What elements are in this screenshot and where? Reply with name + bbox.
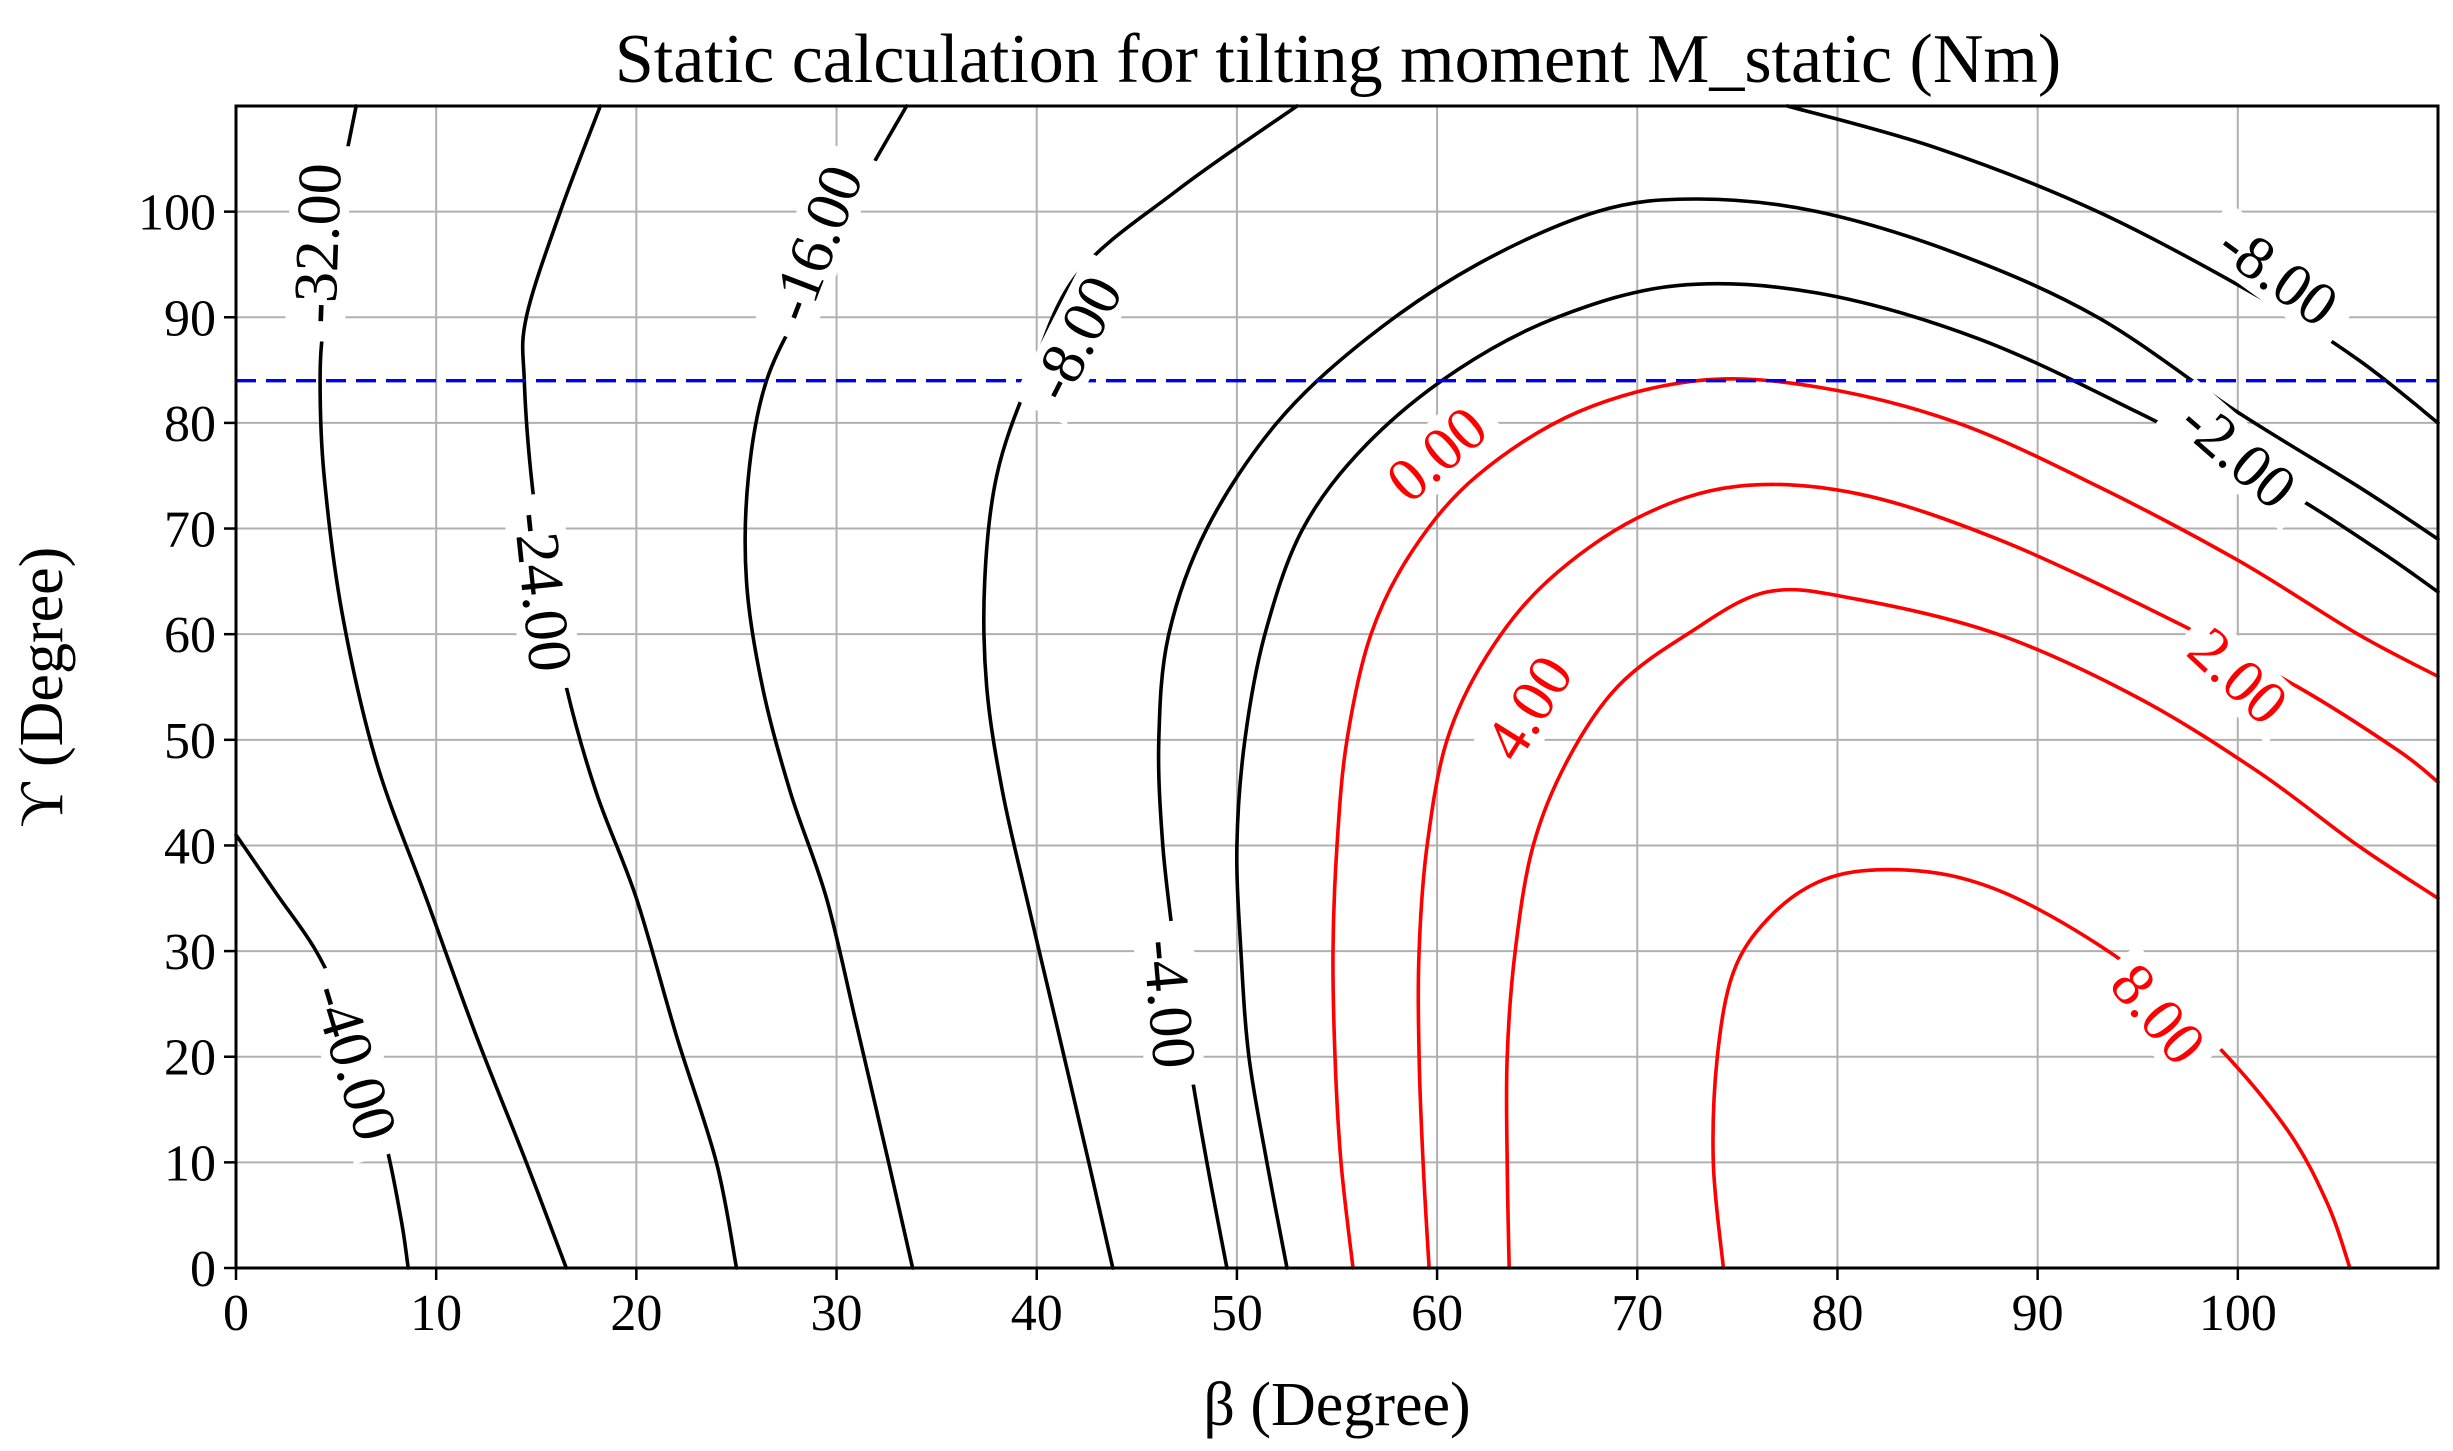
y-tick-label: 80	[164, 396, 216, 453]
y-tick-label: 20	[164, 1030, 216, 1087]
contour-label-group: -32.00	[281, 144, 355, 343]
contour-label-gap	[1366, 388, 1508, 522]
contour-label-gap	[1468, 635, 1591, 781]
contour-label: -32.00	[281, 162, 355, 324]
contour-line	[1711, 867, 2352, 1270]
contour-label-gap	[2193, 202, 2363, 348]
y-tick-label: 70	[164, 502, 216, 559]
y-tick-label: 50	[164, 713, 216, 770]
contour-label-group: 2.00	[2168, 608, 2308, 745]
x-tick-label: 30	[811, 1285, 863, 1342]
y-tick-label: 10	[164, 1135, 216, 1192]
contour-label-gap	[296, 959, 412, 1165]
x-tick-label: 50	[1211, 1285, 1263, 1342]
contour-line	[1785, 104, 2440, 425]
y-tick-label: 40	[164, 818, 216, 875]
x-tick-label: 80	[1811, 1285, 1863, 1342]
contour-label: -24.00	[500, 509, 584, 675]
contour-line	[1504, 587, 2440, 1270]
axis-ticks: 0 10 20 30 40 50 60 70 80 90 100 0 10 20 30 40 50 60 70 80 9…	[138, 185, 2277, 1342]
chart-title: Static calculation for tilting moment M_…	[615, 21, 2061, 98]
contour-line	[1331, 377, 2440, 1270]
y-tick-label: 60	[164, 607, 216, 664]
x-axis-label: β (Degree)	[1203, 1371, 1470, 1439]
x-tick-label: 20	[610, 1285, 662, 1342]
x-tick-label: 40	[1011, 1285, 1063, 1342]
x-tick-label: 90	[2012, 1285, 2064, 1342]
contour-label-group: -24.00	[500, 491, 584, 693]
x-tick-label: 70	[1611, 1285, 1663, 1342]
y-axis-label: ϒ (Degree)	[8, 547, 76, 828]
y-tick-label: 90	[164, 290, 216, 347]
contour-label-group: -2.00	[2155, 377, 2320, 532]
contour-label-group: -4.00	[1129, 919, 1208, 1089]
x-tick-label: 60	[1411, 1285, 1463, 1342]
y-tick-label: 30	[164, 924, 216, 981]
contour-label-gap	[1012, 251, 1141, 426]
x-tick-label: 10	[410, 1285, 462, 1342]
contour-label-gap	[2091, 943, 2224, 1086]
contour-label-gap	[284, 144, 352, 343]
contour-label-gap	[1131, 919, 1206, 1089]
contour-line	[981, 104, 1299, 1270]
y-tick-label: 0	[190, 1241, 216, 1298]
plot-frame	[234, 104, 2440, 1270]
contour-label-gap	[2155, 377, 2320, 532]
x-tick-label: 0	[223, 1285, 249, 1342]
y-tick-label: 100	[138, 185, 216, 242]
contour-label: -4.00	[1129, 937, 1208, 1072]
contour-label-gap	[2168, 608, 2308, 745]
x-tick-label: 100	[2199, 1285, 2277, 1342]
contour-label-gap	[753, 141, 880, 346]
contour-label-gap	[502, 491, 583, 693]
